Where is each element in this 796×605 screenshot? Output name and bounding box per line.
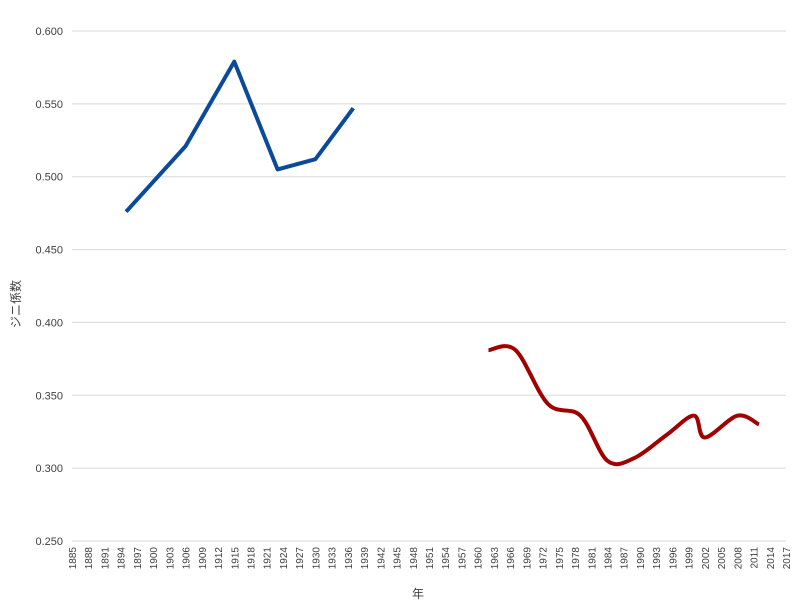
x-tick-label: 1921 [263,547,274,570]
x-tick-label: 1897 [133,547,144,570]
y-tick-label: 0.400 [35,317,63,329]
x-tick-label: 1927 [295,547,306,570]
x-tick-label: 1963 [490,547,501,570]
x-tick-label: 1909 [198,547,209,570]
y-tick-label: 0.300 [35,463,63,475]
y-tick-label: 0.250 [35,536,63,548]
x-tick-label: 1990 [636,547,647,570]
x-tick-label: 2011 [750,547,761,569]
x-tick-label: 1918 [247,547,258,570]
x-tick-label: 1960 [474,547,485,570]
x-tick-label: 1993 [652,547,663,570]
x-tick-label: 1939 [360,547,371,570]
series-line-2 [488,344,760,467]
x-tick-label: 1912 [214,547,225,570]
x-tick-label: 1888 [84,547,95,570]
grid-layer [72,30,786,542]
x-tick-label: 1984 [604,547,615,570]
x-tick-label: 1933 [328,547,339,570]
x-tick-label: 1966 [506,547,517,570]
x-tick-label: 1951 [425,547,436,570]
x-tick-label: 1996 [668,547,679,570]
x-tick-label: 2005 [717,547,728,570]
x-tick-label: 1885 [68,547,79,570]
series-layer [124,59,760,467]
y-tick-label: 0.600 [35,26,63,38]
x-tick-label: 1954 [441,547,452,570]
x-tick-label: 1903 [165,547,176,570]
x-tick-label: 1975 [555,547,566,570]
x-tick-label: 1894 [117,547,128,570]
series-line-1 [124,59,355,214]
axis-layer: 0.600 0.550 0.500 0.450 0.400 0.350 0.300 0.250… [35,26,793,569]
y-tick-label: 0.500 [35,172,63,184]
x-tick-label: 1972 [539,547,550,570]
x-tick-label: 1906 [182,547,193,570]
x-tick-label: 2002 [701,547,712,570]
x-tick-label: 1900 [149,547,160,570]
y-axis-title: ジニ係数 [8,280,23,328]
x-tick-label: 1915 [230,547,241,570]
y-tick-label: 0.450 [35,245,63,257]
y-tick-label: 0.350 [35,390,63,402]
y-tick-label: 0.550 [35,99,63,111]
x-tick-label: 1891 [100,547,111,570]
x-tick-label: 1936 [344,547,355,570]
x-tick-label: 1948 [409,547,420,570]
x-tick-label: 1957 [457,547,468,570]
x-tick-label: 1999 [685,547,696,570]
x-tick-label: 1942 [376,547,387,570]
x-tick-label: 1969 [522,547,533,570]
x-tick-label: 1924 [279,547,290,570]
x-tick-label: 1978 [571,547,582,570]
x-tick-label: 2017 [782,547,793,570]
x-tick-label: 2008 [733,547,744,570]
x-tick-label: 1930 [311,547,322,570]
x-axis-title: 年 [412,587,424,601]
x-tick-label: 1981 [587,547,598,570]
x-tick-label: 1945 [393,547,404,570]
x-tick-label: 2014 [766,547,777,570]
x-tick-label: 1987 [620,547,631,570]
